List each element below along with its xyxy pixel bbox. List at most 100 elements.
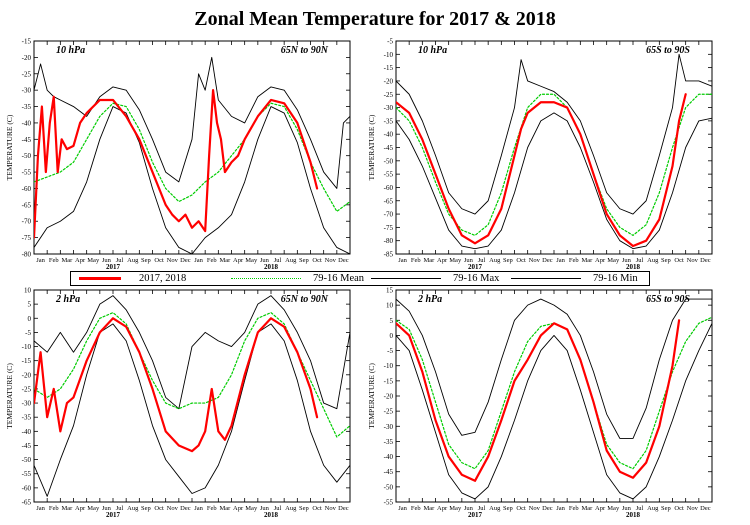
region-label: 65S to 90S: [646, 45, 690, 56]
month-label: Apr: [233, 257, 244, 264]
y-tick-label: -30: [22, 400, 32, 408]
month-label: Mar: [61, 505, 73, 512]
y-tick-label: 5: [28, 301, 32, 309]
month-label: May: [607, 505, 620, 512]
legend-swatch-min: [511, 278, 581, 279]
month-label: Nov: [529, 257, 541, 264]
month-label: Nov: [687, 505, 699, 512]
year-label: 2017: [468, 263, 483, 271]
month-label: Feb: [49, 505, 59, 512]
y-tick-label: -35: [384, 438, 394, 446]
series-line-obs: [396, 93, 687, 248]
y-tick-label: -50: [22, 456, 32, 464]
month-label: Nov: [167, 257, 179, 264]
series-line-obs: [396, 319, 681, 482]
level-label: 2 hPa: [55, 294, 80, 305]
month-label: Jul: [274, 505, 282, 512]
y-tick-label: -5: [25, 329, 31, 337]
month-label: Sep: [299, 505, 309, 512]
month-label: Jan: [194, 257, 203, 264]
legend: 2017, 2018 79-16 Mean 79-16 Max 79-16 Mi…: [70, 271, 650, 286]
series-line-max: [34, 295, 350, 410]
month-label: Mar: [581, 505, 593, 512]
y-tick-label: -70: [22, 218, 32, 226]
page-title: Zonal Mean Temperature for 2017 & 2018: [194, 8, 556, 30]
month-label: Dec: [180, 505, 191, 512]
series-line-max: [396, 53, 712, 215]
region-label: 65N to 90N: [281, 294, 329, 305]
month-label: Feb: [411, 257, 421, 264]
chart-panel-2: -5 -10 -15 -20 -25 -30 -35 -40 -45 -50 -55 -60 -65 -7…: [367, 38, 713, 271]
month-label: Aug: [647, 257, 659, 264]
legend-label-obs: 2017, 2018: [139, 273, 187, 284]
month-label: Mar: [581, 257, 593, 264]
month-label: Apr: [595, 505, 606, 512]
y-tick-label: -35: [22, 414, 32, 422]
month-label: Nov: [529, 505, 541, 512]
y-tick-label: -40: [22, 119, 32, 127]
series-line-min: [34, 323, 350, 497]
month-label: May: [607, 257, 620, 264]
y-tick-label: -20: [22, 54, 32, 62]
month-label: Sep: [141, 505, 151, 512]
y-axis-title: TEMPERATURE (C): [5, 363, 14, 429]
y-tick-label: -80: [22, 251, 32, 259]
month-label: Dec: [338, 257, 349, 264]
month-label: Dec: [542, 505, 553, 512]
y-tick-label: -30: [22, 87, 32, 95]
month-label: Aug: [127, 505, 139, 512]
legend-item-obs: 2017, 2018: [79, 272, 219, 285]
y-tick-label: 10: [24, 287, 32, 295]
month-label: Apr: [437, 505, 448, 512]
y-axis-title: TEMPERATURE (C): [367, 363, 376, 429]
chart-panel-4: 15 10 5 0 -5 -10 -15 -20 -25 -30 -35 -40 -45 -50 -55 Ja…: [367, 287, 713, 519]
y-tick-label: -55: [384, 499, 394, 507]
y-tick-label: -15: [22, 357, 32, 365]
month-label: Jul: [116, 505, 124, 512]
legend-item-mean: 79-16 Mean: [231, 272, 371, 285]
legend-label-mean: 79-16 Mean: [313, 273, 365, 284]
y-tick-label: -75: [22, 234, 32, 242]
y-tick-label: -40: [384, 453, 394, 461]
year-label: 2017: [106, 263, 121, 271]
month-label: Sep: [661, 257, 671, 264]
series-group: [396, 298, 712, 500]
month-label: Apr: [75, 257, 86, 264]
month-label: Jan: [36, 505, 45, 512]
month-label: Sep: [141, 257, 151, 264]
y-axis-title: TEMPERATURE (C): [5, 114, 14, 180]
series-line-obs: [34, 317, 319, 453]
y-tick-label: -20: [384, 393, 394, 401]
y-tick-label: -20: [384, 77, 394, 85]
month-label: Sep: [661, 505, 671, 512]
month-label: Aug: [489, 257, 501, 264]
y-tick-label: -5: [387, 347, 393, 355]
y-tick-label: -30: [384, 423, 394, 431]
month-label: Apr: [75, 505, 86, 512]
series-line-min: [34, 106, 350, 254]
month-label: Jun: [622, 505, 632, 512]
month-label: Dec: [700, 505, 711, 512]
y-tick-label: -55: [384, 171, 394, 179]
year-label: 2018: [626, 263, 641, 271]
month-label: Mar: [61, 257, 73, 264]
month-label: Nov: [167, 505, 179, 512]
month-label: Dec: [542, 257, 553, 264]
month-label: Aug: [127, 257, 139, 264]
y-tick-label: -10: [384, 362, 394, 370]
legend-label-max: 79-16 Max: [453, 273, 500, 284]
month-label: Oct: [312, 257, 322, 264]
y-tick-label: -5: [387, 38, 393, 46]
y-tick-label: -55: [22, 470, 32, 478]
region-label: 65S to 90S: [646, 294, 690, 305]
y-tick-label: -50: [384, 483, 394, 491]
series-line-max: [396, 298, 712, 439]
y-tick-label: -60: [384, 184, 394, 192]
year-label: 2017: [106, 511, 121, 519]
y-tick-label: -75: [384, 224, 394, 232]
month-label: Oct: [674, 505, 684, 512]
y-tick-label: -20: [22, 371, 32, 379]
month-label: Aug: [647, 505, 659, 512]
y-tick-label: -60: [22, 185, 32, 193]
